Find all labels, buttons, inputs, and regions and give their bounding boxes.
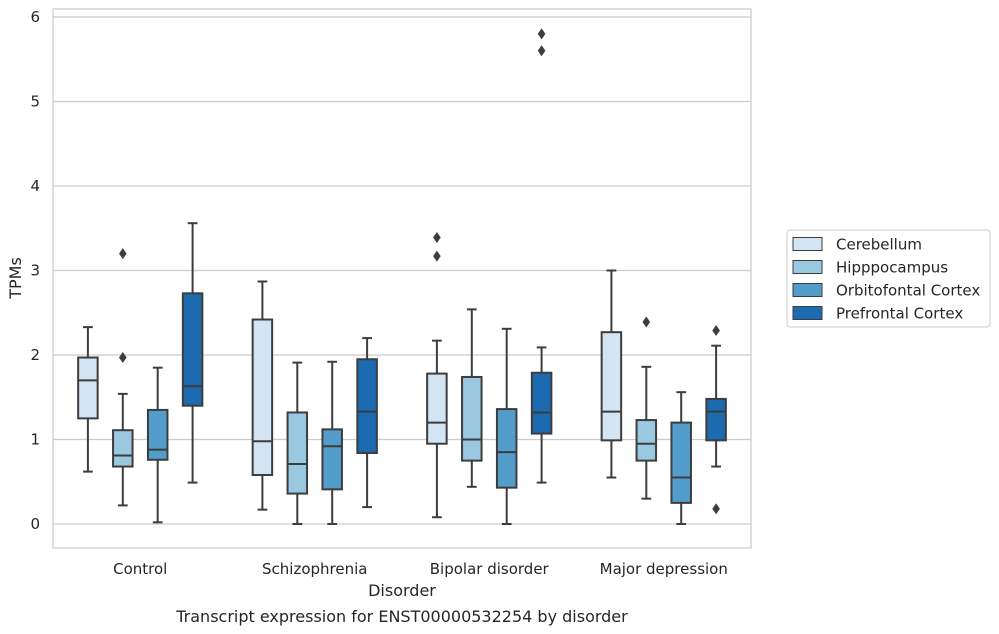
box-iqr bbox=[112, 429, 134, 468]
x-axis-title: Disorder bbox=[368, 581, 436, 600]
box-iqr bbox=[426, 372, 448, 445]
y-tick-label: 1 bbox=[30, 431, 40, 449]
box-prefrontal-cortex-1 bbox=[356, 337, 378, 509]
x-tick-label: Schizophrenia bbox=[262, 560, 367, 578]
box-orbitofontal-cortex-2 bbox=[495, 327, 518, 525]
outlier-marker bbox=[537, 28, 546, 40]
box-cerebellum-1 bbox=[251, 280, 274, 511]
y-axis-title: TPMs bbox=[6, 257, 25, 300]
legend-frame bbox=[786, 229, 991, 328]
legend-label: Orbitofontal Cortex bbox=[836, 282, 980, 300]
outlier-marker bbox=[119, 352, 127, 364]
box-iqr bbox=[251, 318, 274, 476]
box-prefrontal-cortex-2 bbox=[530, 28, 553, 484]
y-tick-label: 6 bbox=[30, 8, 40, 26]
y-tick-label: 3 bbox=[30, 262, 40, 280]
box-iqr bbox=[495, 408, 518, 489]
box-hipppocampus-0 bbox=[112, 248, 134, 507]
outlier-marker bbox=[642, 316, 651, 328]
x-tick-labels: Control Schizophrenia Bipolar disorder Majo… bbox=[113, 560, 728, 578]
legend-label: Prefrontal Cortex bbox=[836, 305, 963, 323]
grid-lines bbox=[53, 16, 751, 525]
box-iqr bbox=[670, 421, 692, 504]
outlier-marker bbox=[433, 250, 441, 262]
box-cerebellum-0 bbox=[77, 326, 99, 473]
y-tick-label: 2 bbox=[30, 346, 40, 364]
y-tick-labels: 0 1 2 3 4 5 6 bbox=[30, 8, 40, 533]
box-cerebellum-3 bbox=[600, 269, 623, 479]
box-iqr bbox=[146, 408, 169, 461]
box-iqr bbox=[77, 356, 99, 420]
box-iqr bbox=[635, 419, 658, 462]
y-tick-label: 0 bbox=[30, 515, 40, 533]
box-cerebellum-2 bbox=[426, 232, 448, 519]
legend-swatch bbox=[792, 306, 823, 320]
legend: Cerebellum Hipppocampus Orbitofontal Corte… bbox=[786, 229, 991, 328]
outlier-marker bbox=[119, 248, 127, 260]
box-iqr bbox=[181, 292, 204, 407]
legend-swatch bbox=[792, 237, 823, 251]
box-hipppocampus-1 bbox=[286, 361, 309, 525]
plot-frame bbox=[52, 8, 752, 549]
outlier-marker bbox=[712, 503, 720, 515]
box-iqr bbox=[286, 411, 309, 495]
legend-swatch bbox=[792, 283, 823, 297]
outlier-marker bbox=[433, 232, 441, 244]
y-tick-label: 4 bbox=[30, 177, 40, 195]
chart-caption: Transcript expression for ENST0000053225… bbox=[175, 607, 628, 626]
box-iqr bbox=[600, 331, 623, 442]
box-hipppocampus-3 bbox=[635, 316, 658, 500]
x-tick-label: Bipolar disorder bbox=[430, 560, 550, 578]
legend-label: Cerebellum bbox=[836, 236, 922, 254]
outlier-marker bbox=[712, 324, 720, 336]
box-orbitofontal-cortex-0 bbox=[146, 366, 169, 524]
box-series-layer bbox=[77, 28, 727, 525]
box-iqr bbox=[530, 371, 553, 435]
box-iqr bbox=[321, 428, 343, 491]
box-iqr bbox=[461, 375, 483, 462]
box-hipppocampus-2 bbox=[461, 308, 483, 488]
box-prefrontal-cortex-3 bbox=[705, 324, 727, 515]
legend-swatch bbox=[792, 260, 823, 274]
outlier-marker bbox=[537, 45, 546, 57]
box-orbitofontal-cortex-1 bbox=[321, 360, 343, 525]
box-iqr bbox=[705, 397, 727, 442]
box-iqr bbox=[356, 358, 378, 455]
box-orbitofontal-cortex-3 bbox=[670, 391, 692, 525]
x-tick-label: Control bbox=[113, 560, 167, 578]
legend-label: Hipppocampus bbox=[836, 259, 948, 277]
x-tick-label: Major depression bbox=[600, 560, 728, 578]
box-prefrontal-cortex-0 bbox=[181, 222, 204, 484]
y-tick-label: 5 bbox=[30, 93, 40, 111]
